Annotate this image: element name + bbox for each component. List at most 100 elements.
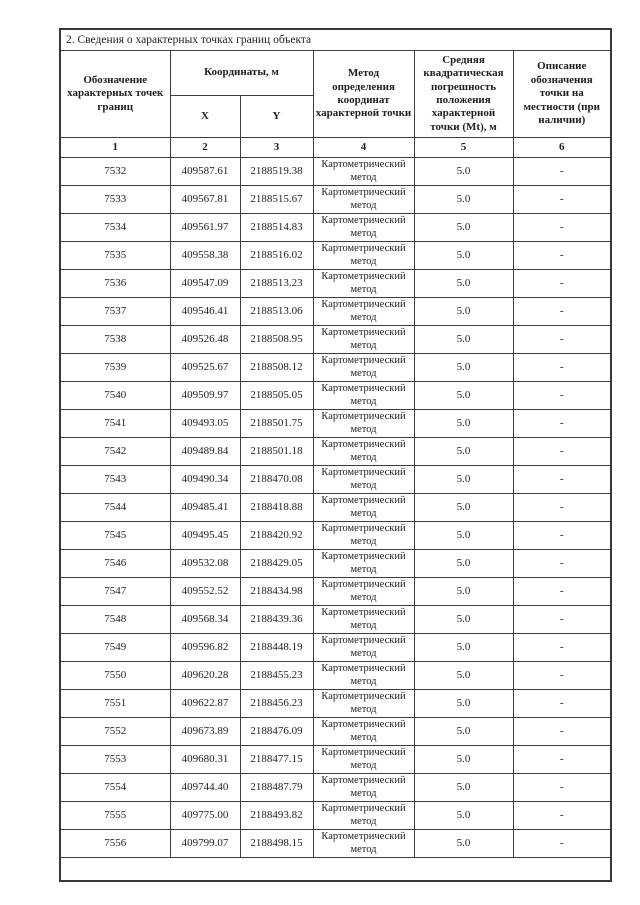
table-row: 7545 409495.45 2188420.92 Картометрический …: [59, 521, 612, 550]
error-cell: 5.0: [413, 745, 514, 774]
y-cell: 2188477.15: [239, 745, 314, 774]
point-cell: 7551: [59, 689, 171, 718]
point-cell: 7552: [59, 717, 171, 746]
y-cell: 2188448.19: [239, 633, 314, 662]
column-number-4: 4: [312, 137, 415, 158]
method-cell: Картометрический метод: [312, 801, 415, 830]
method-cell: Картометрический метод: [312, 185, 415, 214]
header-x: X: [169, 95, 241, 138]
error-cell: 5.0: [413, 157, 514, 186]
table-row: 7543 409490.34 2188470.08 Картометрический …: [59, 465, 612, 494]
method-cell: Картометрический метод: [312, 493, 415, 522]
table-row: 7535 409558.38 2188516.02 Картометрический …: [59, 241, 612, 270]
column-number-5: 5: [413, 137, 514, 158]
x-cell: 409490.34: [169, 465, 241, 494]
x-cell: 409526.48: [169, 325, 241, 354]
y-cell: 2188508.12: [239, 353, 314, 382]
description-cell: -: [512, 157, 612, 186]
table-row: 7537 409546.41 2188513.06 Картометрический …: [59, 297, 612, 326]
header-coordinates-group: Координаты, м: [169, 50, 314, 96]
x-cell: 409493.05: [169, 409, 241, 438]
x-cell: 409680.31: [169, 745, 241, 774]
point-cell: 7543: [59, 465, 171, 494]
method-cell: Картометрический метод: [312, 381, 415, 410]
x-cell: 409485.41: [169, 493, 241, 522]
column-number-1: 1: [59, 137, 171, 158]
y-cell: 2188439.36: [239, 605, 314, 634]
column-number-3: 3: [239, 137, 314, 158]
y-cell: 2188515.67: [239, 185, 314, 214]
table-row: 7550 409620.28 2188455.23 Картометрический …: [59, 661, 612, 690]
x-cell: 409775.00: [169, 801, 241, 830]
table-row: 7541 409493.05 2188501.75 Картометрический …: [59, 409, 612, 438]
error-cell: 5.0: [413, 717, 514, 746]
header-designation: Обозначение характерных точек границ: [59, 50, 171, 138]
x-cell: 409568.34: [169, 605, 241, 634]
description-cell: -: [512, 633, 612, 662]
x-cell: 409552.52: [169, 577, 241, 606]
y-cell: 2188508.95: [239, 325, 314, 354]
x-cell: 409532.08: [169, 549, 241, 578]
y-cell: 2188455.23: [239, 661, 314, 690]
y-cell: 2188514.83: [239, 213, 314, 242]
method-cell: Картометрический метод: [312, 157, 415, 186]
error-cell: 5.0: [413, 633, 514, 662]
table-row: 7552 409673.89 2188476.09 Картометрический …: [59, 717, 612, 746]
point-cell: 7541: [59, 409, 171, 438]
y-cell: 2188418.88: [239, 493, 314, 522]
table-row: 7546 409532.08 2188429.05 Картометрический …: [59, 549, 612, 578]
error-cell: 5.0: [413, 605, 514, 634]
method-cell: Картометрический метод: [312, 577, 415, 606]
error-cell: 5.0: [413, 465, 514, 494]
error-cell: 5.0: [413, 773, 514, 802]
error-cell: 5.0: [413, 213, 514, 242]
table-row: 7554 409744.40 2188487.79 Картометрический …: [59, 773, 612, 802]
x-cell: 409587.61: [169, 157, 241, 186]
point-cell: 7549: [59, 633, 171, 662]
y-cell: 2188434.98: [239, 577, 314, 606]
empty-cell: [59, 857, 612, 882]
x-cell: 409673.89: [169, 717, 241, 746]
error-cell: 5.0: [413, 829, 514, 858]
error-cell: 5.0: [413, 549, 514, 578]
header-row-sub: X Y: [60, 95, 611, 138]
error-cell: 5.0: [413, 353, 514, 382]
description-cell: -: [512, 465, 612, 494]
method-cell: Картометрический метод: [312, 773, 415, 802]
empty-bottom-row: [59, 857, 612, 882]
method-cell: Картометрический метод: [312, 549, 415, 578]
header-description: Описание обозначения точки на местности …: [512, 50, 612, 138]
point-cell: 7555: [59, 801, 171, 830]
column-number-2: 2: [169, 137, 241, 158]
table-row: 7539 409525.67 2188508.12 Картометрический …: [59, 353, 612, 382]
method-cell: Картометрический метод: [312, 437, 415, 466]
method-cell: Картометрический метод: [312, 269, 415, 298]
point-cell: 7532: [59, 157, 171, 186]
description-cell: -: [512, 689, 612, 718]
point-cell: 7554: [59, 773, 171, 802]
table-row: 7542 409489.84 2188501.18 Картометрический …: [59, 437, 612, 466]
error-cell: 5.0: [413, 297, 514, 326]
point-cell: 7540: [59, 381, 171, 410]
y-cell: 2188498.15: [239, 829, 314, 858]
table-row: 7555 409775.00 2188493.82 Картометрический …: [59, 801, 612, 830]
y-cell: 2188505.05: [239, 381, 314, 410]
y-cell: 2188429.05: [239, 549, 314, 578]
error-cell: 5.0: [413, 521, 514, 550]
method-cell: Картометрический метод: [312, 717, 415, 746]
point-cell: 7546: [59, 549, 171, 578]
point-cell: 7538: [59, 325, 171, 354]
y-cell: 2188420.92: [239, 521, 314, 550]
y-cell: 2188501.75: [239, 409, 314, 438]
x-cell: 409561.97: [169, 213, 241, 242]
description-cell: -: [512, 297, 612, 326]
description-cell: -: [512, 773, 612, 802]
points-tbody: 7532 409587.61 2188519.38 Картометрический …: [59, 157, 612, 858]
x-cell: 409509.97: [169, 381, 241, 410]
description-cell: -: [512, 605, 612, 634]
description-cell: -: [512, 745, 612, 774]
header-y: Y: [239, 95, 314, 138]
section-title-row: 2. Сведения о характерных точках границ …: [59, 28, 612, 51]
description-cell: -: [512, 493, 612, 522]
y-cell: 2188470.08: [239, 465, 314, 494]
